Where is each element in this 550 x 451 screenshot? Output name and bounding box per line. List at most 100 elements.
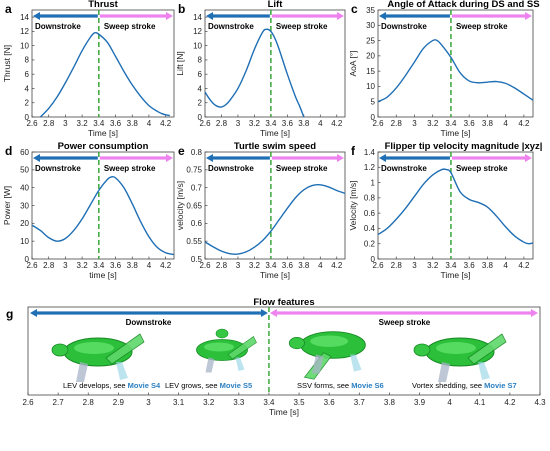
y-tick-label: 60 [20,148,29,157]
y-axis-label: AoA [°] [348,50,358,76]
y-tick-label: 0.6 [191,219,203,228]
sweep-arrow-shaft [99,14,166,18]
downstroke-arrow-head-right [260,309,268,317]
x-tick-label: 4 [147,119,152,128]
x-tick-label: 2.7 [53,398,65,407]
sweep-arrow-head-right [531,309,538,317]
sweep-arrow-head [337,12,344,20]
series-line [32,175,174,256]
y-tick-label: 20 [20,219,29,228]
x-tick-label: 4 [318,261,323,270]
x-tick-label: 3.4 [93,119,105,128]
downstroke-label: Downstroke [208,22,254,31]
y-tick-label: 0.55 [186,237,202,246]
sweep-stroke-label: Sweep stroke [456,22,508,31]
x-tick-label: 4 [318,119,323,128]
x-axis-label: time [s] [89,270,116,280]
x-tick-label: 4.2 [518,119,530,128]
x-tick-label: 2.6 [372,261,384,270]
x-tick-label: 3.3 [233,398,245,407]
x-axis-label: Time [s] [441,128,471,138]
panel-letter: e [178,144,185,158]
x-tick-label: 3.2 [427,261,439,270]
x-tick-label: 3.4 [445,261,457,270]
x-tick-label: 3.6 [464,119,476,128]
series-line [378,39,533,103]
chart-title: Lift [268,0,284,10]
sweep-arrow-shaft [276,311,531,315]
sweep-stroke-label: Sweep stroke [456,164,508,173]
turtle-lev-develops [51,333,145,382]
x-tick-label: 2.6 [199,261,211,270]
downstroke-arrow-shaft [213,14,270,18]
x-axis-label: Time [s] [441,270,471,280]
flipper-icon [105,333,145,365]
panel-d: d Power consumption 2.6 2.8 3 3.2 3.4 3.6 3.8 4 4.… [2,141,175,280]
x-tick-label: 3.8 [384,398,396,407]
y-tick-label: 0.8 [191,148,203,157]
y-tick-label: 6 [25,70,30,79]
wake-icon [116,362,128,380]
x-axis-label: Time [s] [260,270,290,280]
panel-c: c Angle of Attack during DS and SS 2.6 2.8 3… [348,0,540,138]
chart-title: Flipper tip velocity magnitude |xyz| [385,141,543,152]
x-tick-label: 3.1 [173,398,185,407]
sweep-stroke-label: Sweep stroke [104,22,156,31]
x-tick-label: 3.6 [464,261,476,270]
x-tick-label: 3.6 [282,119,294,128]
downstroke-label: Downstroke [35,164,81,173]
x-tick-label: 4.2 [518,261,530,270]
turtle-ssv-forms [288,331,366,380]
x-tick-label: 2.6 [26,119,38,128]
sweep-stroke-label: Sweep stroke [276,164,328,173]
y-tick-label: 0.65 [186,201,202,210]
panel-letter: f [351,144,356,158]
y-tick-label: 30 [20,201,29,210]
series-line [39,31,170,117]
x-tick-label: 2.9 [113,398,125,407]
x-tick-label: 3.5 [293,398,305,407]
downstroke-label: Downstroke [35,22,81,31]
x-tick-label: 4.2 [160,261,172,270]
sweep-arrow-shaft [271,156,337,160]
y-tick-label: 0.4 [364,224,376,233]
head-icon [413,343,431,357]
downstroke-arrow-shaft [40,14,98,18]
y-tick-label: 6 [198,70,203,79]
downstroke-arrow-head [206,12,213,20]
x-tick-label: 3.6 [110,261,122,270]
x-tick-label: 4.2 [331,261,343,270]
x-tick-label: 2.8 [216,261,228,270]
plot-area [377,9,534,118]
y-tick-label: 2 [198,99,203,108]
x-tick-label: 4 [447,398,452,407]
panel-b: b Lift 2.6 2.8 3 3.2 3.4 3.6 3.8 4 4.2 0 2 4 6 8 10 12 14 T… [175,0,346,138]
x-axis-label: Time [s] [269,407,299,417]
y-tick-label: 0 [371,255,376,264]
x-tick-label: 3.2 [249,261,261,270]
y-tick-label: 0.75 [186,166,202,175]
y-tick-label: 10 [20,237,29,246]
flipper-vortex-icon [76,362,88,382]
y-tick-label: 1.2 [364,163,376,172]
y-tick-label: 10 [193,41,202,50]
flipper-vortex-icon [205,357,215,373]
panel-letter: c [351,2,358,16]
y-axis-label: Power [W] [2,186,12,225]
panel-letter: a [5,2,12,16]
x-tick-label: 2.6 [372,119,384,128]
y-tick-label: 10 [20,41,29,50]
movie-link: Movie S5 [220,381,253,390]
x-tick-label: 3.2 [203,398,215,407]
y-tick-label: 0 [371,113,376,122]
x-axis-label: Time [s] [260,128,290,138]
chart-title: Angle of Attack during DS and SS [387,0,539,10]
downstroke-arrow-shaft [213,156,270,160]
x-tick-label: 4.3 [534,398,546,407]
caption-text: SSV forms, see [297,381,351,390]
downstroke-arrow-head [379,154,386,162]
downstroke-arrow-shaft [386,156,450,160]
x-tick-label: 2.8 [43,119,55,128]
caption-text: Vortex shedding, see [412,381,484,390]
plot-area [204,151,346,260]
